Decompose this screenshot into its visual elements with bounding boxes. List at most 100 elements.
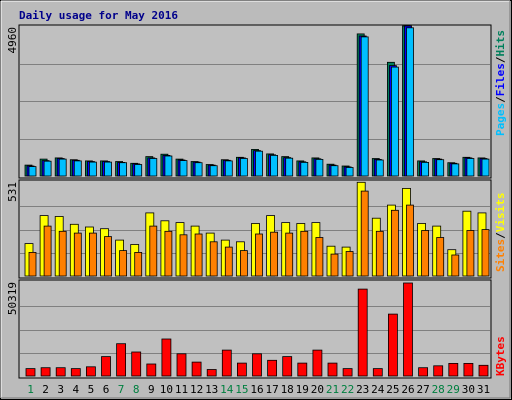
bar-kbytes bbox=[357, 288, 368, 377]
legend-sites: Sites bbox=[494, 239, 507, 272]
bar-pages bbox=[315, 158, 324, 177]
day-labels: 1 2 3 4 5 6 7 8 9 10 11 12 13 14 15 16 17 18 19 20 21 22 23 24 2… bbox=[27, 383, 490, 396]
bar-kbytes bbox=[327, 362, 338, 377]
legend-middle: Sites/Visits bbox=[494, 193, 507, 273]
day-label: 5 bbox=[88, 383, 95, 396]
bar-pages bbox=[164, 155, 173, 177]
day-label: 11 bbox=[175, 383, 188, 396]
bar-kbytes bbox=[282, 356, 293, 377]
bar-kbytes bbox=[131, 351, 142, 377]
bar-pages bbox=[406, 27, 414, 177]
bar-pages bbox=[436, 159, 445, 177]
bar-kbytes bbox=[161, 338, 172, 377]
bar-kbytes bbox=[312, 349, 323, 377]
bar-sites bbox=[194, 233, 203, 277]
day-label: 20 bbox=[311, 383, 324, 396]
legend-pages: Pages bbox=[494, 103, 507, 136]
bar-pages bbox=[345, 167, 354, 177]
legend-top: Pages/Files/Hits bbox=[494, 30, 507, 136]
bars-layer bbox=[24, 25, 490, 377]
bar-kbytes bbox=[236, 362, 247, 377]
bar-pages bbox=[209, 165, 218, 177]
bar-sites bbox=[43, 225, 52, 277]
legend-hits: Hits bbox=[494, 30, 507, 57]
legend-sep-1: / bbox=[494, 96, 507, 103]
bar-kbytes bbox=[55, 367, 66, 377]
bar-pages bbox=[270, 154, 279, 177]
day-label: 4 bbox=[72, 383, 79, 396]
bar-kbytes bbox=[176, 353, 187, 377]
bar-pages bbox=[149, 158, 158, 177]
bar-pages bbox=[451, 163, 460, 177]
bar-pages bbox=[28, 166, 37, 177]
bar-kbytes bbox=[116, 343, 126, 377]
day-label: 26 bbox=[401, 383, 414, 396]
day-label: 7 bbox=[118, 383, 125, 396]
bar-pages bbox=[421, 161, 430, 177]
bar-pages bbox=[481, 158, 490, 177]
bar-pages bbox=[194, 162, 203, 177]
bar-sites bbox=[270, 231, 279, 277]
day-label: 23 bbox=[356, 383, 369, 396]
bar-sites bbox=[406, 204, 414, 277]
day-label: 2 bbox=[42, 383, 49, 396]
day-label: 29 bbox=[447, 383, 460, 396]
day-label: 27 bbox=[416, 383, 429, 396]
bar-kbytes bbox=[206, 369, 217, 377]
day-label: 24 bbox=[371, 383, 385, 396]
bar-kbytes bbox=[40, 367, 51, 377]
bar-sites bbox=[330, 253, 339, 277]
bar-sites bbox=[164, 230, 173, 277]
day-label: 13 bbox=[205, 383, 218, 396]
bar-sites bbox=[255, 233, 263, 277]
legend-sep-3: / bbox=[494, 232, 507, 239]
bar-pages bbox=[360, 36, 369, 177]
day-label: 6 bbox=[103, 383, 110, 396]
bar-pages bbox=[390, 66, 399, 177]
bar-sites bbox=[58, 230, 67, 277]
bar-sites bbox=[285, 232, 294, 277]
legend-files: Files bbox=[494, 63, 507, 96]
bar-sites bbox=[179, 234, 188, 277]
day-label: 30 bbox=[462, 383, 475, 396]
bar-pages bbox=[239, 158, 248, 177]
bar-kbytes bbox=[463, 362, 474, 377]
bar-sites bbox=[28, 251, 37, 277]
bar-kbytes bbox=[342, 368, 353, 377]
day-label: 21 bbox=[326, 383, 339, 396]
bar-kbytes bbox=[478, 364, 489, 377]
bar-sites bbox=[451, 254, 460, 277]
day-label: 16 bbox=[250, 383, 263, 396]
bar-sites bbox=[224, 246, 233, 277]
bar-pages bbox=[73, 160, 82, 177]
day-label: 3 bbox=[57, 383, 64, 396]
top-panel-ymax-label: 4960 bbox=[6, 27, 19, 54]
bar-sites bbox=[300, 230, 309, 277]
day-label: 22 bbox=[341, 383, 354, 396]
bar-sites bbox=[481, 229, 490, 277]
bar-pages bbox=[466, 158, 475, 177]
middle-panel-ymax-label: 531 bbox=[6, 182, 19, 202]
bar-sites bbox=[375, 230, 384, 277]
bar-sites bbox=[149, 225, 158, 277]
day-label: 19 bbox=[296, 383, 309, 396]
bar-pages bbox=[300, 161, 309, 177]
bar-sites bbox=[134, 251, 143, 277]
bar-kbytes bbox=[267, 359, 278, 377]
day-label: 28 bbox=[432, 383, 445, 396]
bar-sites bbox=[345, 251, 354, 277]
bar-kbytes bbox=[221, 349, 232, 377]
bar-sites bbox=[239, 250, 248, 277]
bar-sites bbox=[360, 190, 369, 277]
bar-sites bbox=[315, 237, 324, 277]
bar-pages bbox=[43, 160, 52, 177]
bar-sites bbox=[209, 241, 218, 277]
day-label: 31 bbox=[477, 383, 490, 396]
day-label: 10 bbox=[160, 383, 173, 396]
bar-pages bbox=[330, 165, 339, 177]
legend-sep-2: / bbox=[494, 56, 507, 63]
bar-kbytes bbox=[387, 313, 398, 377]
legend-kbytes: KBytes bbox=[494, 336, 507, 376]
day-label: 12 bbox=[190, 383, 203, 396]
